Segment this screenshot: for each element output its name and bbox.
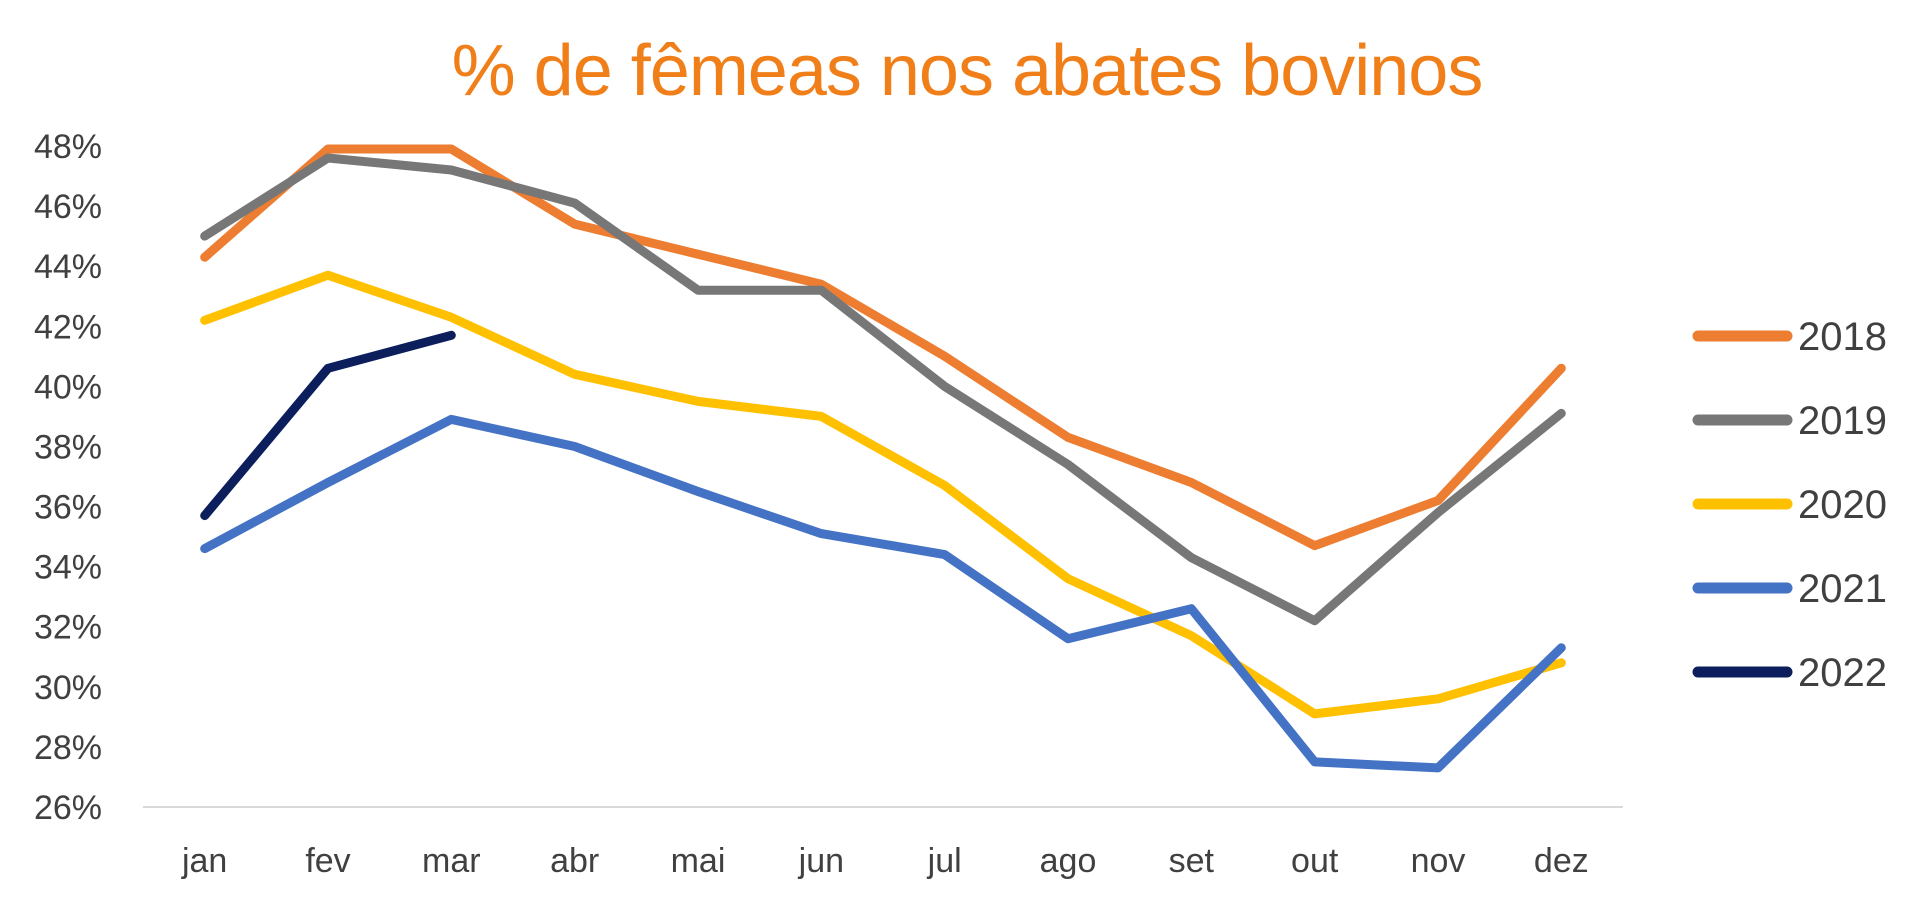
x-tick-label: set xyxy=(1169,842,1215,880)
x-tick-label: fev xyxy=(305,842,350,880)
series-line-2021 xyxy=(200,414,1566,773)
series-line-2022 xyxy=(200,330,456,521)
y-tick-label: 34% xyxy=(34,549,102,587)
y-tick-label: 26% xyxy=(34,789,102,827)
y-tick-label: 44% xyxy=(34,248,102,286)
legend: 2018 2019 2020 2021 2022 xyxy=(1692,315,1887,695)
x-tick-label: out xyxy=(1291,842,1339,880)
x-tick-label: ago xyxy=(1040,842,1097,880)
legend-label-2021: 2021 xyxy=(1798,567,1887,611)
y-tick-label: 28% xyxy=(34,729,102,767)
y-tick-label: 40% xyxy=(34,368,102,406)
y-tick-label: 32% xyxy=(34,609,102,647)
series-lines xyxy=(200,144,1566,773)
legend-label-2019: 2019 xyxy=(1798,399,1887,443)
x-tick-label: mai xyxy=(671,842,726,880)
y-tick-label: 38% xyxy=(34,428,102,466)
x-axis-labels: jan fev mar abr mai jun jul ago set out nov dez xyxy=(181,842,1589,880)
chart-title: % de fêmeas nos abates bovinos xyxy=(452,31,1483,111)
legend-label-2022: 2022 xyxy=(1798,651,1887,695)
x-tick-label: jul xyxy=(927,842,962,880)
y-tick-label: 46% xyxy=(34,188,102,226)
y-tick-label: 42% xyxy=(34,308,102,346)
y-tick-label: 48% xyxy=(34,128,102,166)
x-tick-label: mar xyxy=(422,842,481,880)
x-tick-label: dez xyxy=(1534,842,1589,880)
y-axis-labels: 26% 28% 30% 32% 34% 36% 38% 40% 42% 44% 46% 48% xyxy=(34,128,102,827)
y-tick-label: 30% xyxy=(34,669,102,707)
legend-label-2018: 2018 xyxy=(1798,315,1887,359)
x-tick-label: abr xyxy=(550,842,599,880)
series-line-2018 xyxy=(200,144,1566,551)
series-line-2019 xyxy=(200,153,1566,626)
x-tick-label: nov xyxy=(1411,842,1466,880)
x-tick-label: jan xyxy=(181,842,227,880)
legend-label-2020: 2020 xyxy=(1798,483,1887,527)
y-tick-label: 36% xyxy=(34,489,102,527)
series-line-2020 xyxy=(200,270,1566,719)
x-tick-label: jun xyxy=(798,842,844,880)
